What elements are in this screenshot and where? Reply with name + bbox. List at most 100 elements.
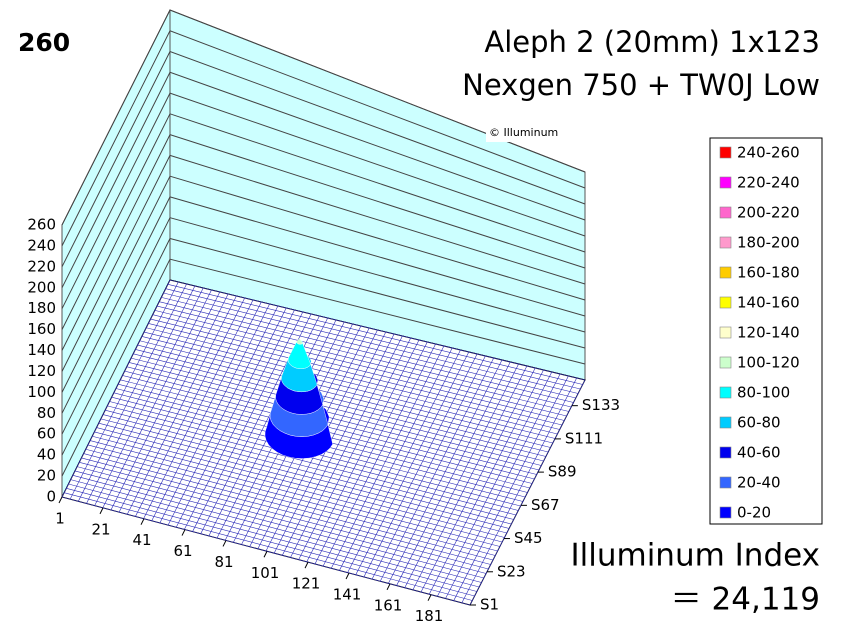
floor-mesh: [139, 340, 553, 444]
floor-mesh: [331, 345, 445, 569]
legend-swatch: [719, 206, 732, 219]
legend-label: 180-200: [737, 234, 800, 252]
floor-mesh: [469, 379, 586, 606]
x-tick-label: 141: [333, 585, 362, 603]
index-value: ＝ 24,119: [671, 582, 820, 618]
legend-swatch: [719, 176, 732, 189]
x-tick-label: 61: [173, 542, 192, 560]
legend-swatch: [719, 446, 732, 459]
x-tick: [222, 540, 227, 547]
grid-line: [61, 92, 586, 309]
floor-mesh: [144, 331, 558, 435]
x-tick-label: 161: [374, 596, 403, 614]
x-tick: [304, 561, 309, 569]
floor-mesh: [453, 375, 569, 601]
floor-mesh: [355, 351, 470, 575]
index-label: Illuminum Index: [570, 538, 820, 574]
grid-line: [61, 154, 586, 372]
legend-swatch: [719, 146, 732, 159]
x-tick: [427, 594, 432, 601]
grid-line: [61, 30, 586, 247]
x-tick-label: 41: [132, 531, 151, 549]
floor-mesh: [428, 369, 544, 595]
x-tick-label: 81: [214, 553, 233, 571]
y-tick-label: S67: [531, 496, 560, 514]
legend-swatch: [719, 416, 732, 429]
legend-label: 100-120: [737, 354, 800, 372]
grid-line: [61, 71, 586, 289]
floor-mesh: [137, 344, 551, 448]
floor-mesh: [290, 335, 403, 558]
corner-label: 260: [18, 28, 70, 57]
x-tick: [181, 529, 186, 536]
floor-mesh: [306, 339, 420, 562]
floor-mesh: [282, 333, 395, 556]
legend-swatch: [719, 506, 732, 519]
floor-mesh: [131, 357, 544, 462]
grid-line: [61, 133, 586, 351]
floor-mesh: [363, 353, 478, 578]
grid-line: [61, 217, 586, 435]
x-tick-label: 1: [55, 510, 65, 528]
floor-mesh: [126, 366, 540, 471]
x-tick: [58, 496, 63, 504]
floor-mesh: [141, 336, 556, 439]
floor-mesh: [124, 370, 537, 475]
floor-mesh: [148, 323, 563, 426]
floor-mesh: [412, 365, 528, 591]
legend-label: 220-240: [737, 174, 800, 192]
legend-label: 120-140: [737, 324, 800, 342]
floor-mesh: [404, 363, 519, 588]
floor-mesh: [169, 279, 586, 381]
z-tick-label: 60: [37, 425, 56, 443]
legend-label: 240-260: [737, 144, 800, 162]
title-line: Nexgen 750 + TW0J Low: [462, 68, 820, 102]
y-tick-label: S23: [497, 562, 526, 580]
floor-mesh: [150, 318, 565, 421]
z-tick-label: 0: [46, 488, 56, 506]
floor-mesh: [420, 367, 536, 593]
x-tick: [263, 551, 268, 558]
grid-line: [61, 196, 586, 414]
floor-mesh: [445, 373, 561, 599]
legend-swatch: [719, 296, 732, 309]
z-tick-label: 140: [27, 341, 56, 359]
y-tick-label: S1: [480, 596, 499, 614]
floor-mesh: [152, 314, 567, 417]
x-tick: [386, 583, 391, 591]
legend-swatch: [719, 386, 732, 399]
x-tick-label: 121: [292, 575, 321, 593]
x-tick-label: 181: [415, 607, 444, 625]
floor-mesh: [159, 301, 574, 403]
title-line: Aleph 2 (20mm) 1x123: [484, 25, 820, 59]
z-tick-label: 100: [27, 383, 56, 401]
legend: 240-260 220-240 200-220 180-200 160-180 140-1…: [719, 144, 800, 522]
floor-mesh: [437, 371, 553, 597]
x-tick-label: 101: [251, 564, 280, 582]
legend-swatch: [719, 236, 732, 249]
floor-mesh: [135, 349, 549, 453]
legend-label: 60-80: [737, 414, 781, 432]
floor-mesh: [165, 288, 581, 390]
grid-line: [61, 113, 586, 330]
floor-mesh: [128, 362, 542, 466]
legend-label: 160-180: [737, 264, 800, 282]
legend-label: 40-60: [737, 444, 781, 462]
floor-mesh: [379, 357, 494, 582]
plot: 0204060801001201401601802002202402601214…: [27, 9, 620, 625]
grid-line: [61, 237, 586, 456]
floor-mesh: [461, 377, 577, 603]
floor-mesh: [133, 353, 546, 457]
floor-mesh: [146, 327, 560, 430]
z-tick-label: 180: [27, 299, 56, 317]
z-tick-label: 200: [27, 278, 56, 296]
x-tick: [345, 572, 350, 580]
z-tick-label: 160: [27, 320, 56, 338]
grid-line: [61, 258, 586, 477]
legend-label: 200-220: [737, 204, 800, 222]
floor-mesh: [347, 349, 461, 573]
z-tick-label: 260: [27, 216, 56, 234]
legend-swatch: [719, 356, 732, 369]
z-tick-label: 80: [37, 404, 56, 422]
